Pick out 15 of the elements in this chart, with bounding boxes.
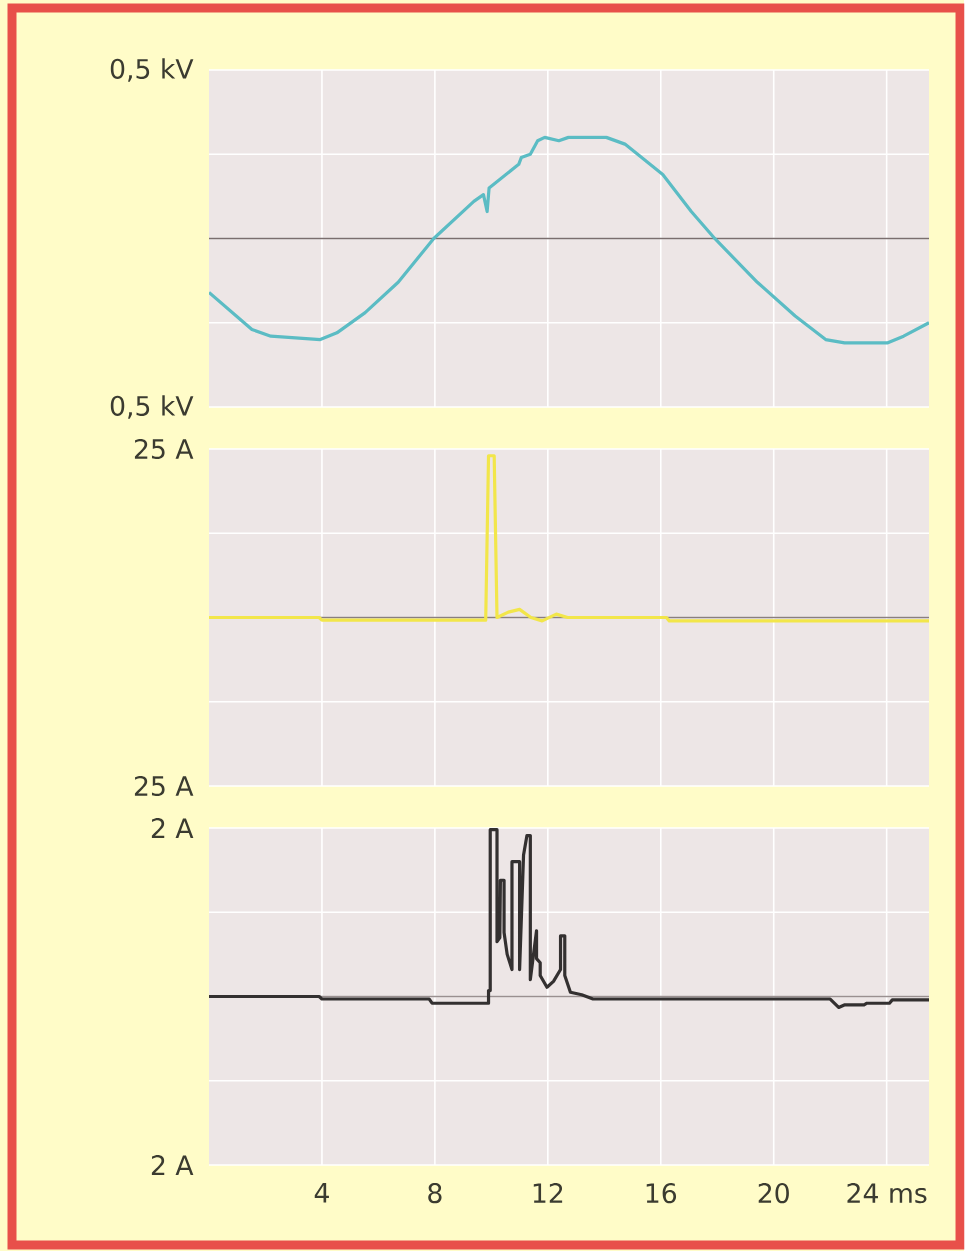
x-tick-label: 12 — [534, 1183, 563, 1203]
x-tick-label: 20 — [758, 1183, 790, 1204]
y-tick-label: 25 A — [135, 438, 194, 460]
y-tick-label: 0,5 kV — [111, 58, 194, 82]
y-tick-label: 25 A — [135, 775, 194, 797]
x-tick-label: 24 ms — [847, 1183, 927, 1204]
line-series — [209, 454, 930, 623]
x-tick-label: 16 — [646, 1183, 677, 1204]
x-tick-label: 8 — [428, 1183, 442, 1204]
y-tick-label: 2 A — [152, 818, 194, 838]
y-tick-label: 2 A — [152, 1155, 194, 1175]
x-tick-label: 4 — [315, 1183, 330, 1203]
y-tick-label: 0,5 kV — [111, 395, 194, 419]
line-series — [209, 828, 930, 1010]
line-series — [209, 135, 930, 345]
